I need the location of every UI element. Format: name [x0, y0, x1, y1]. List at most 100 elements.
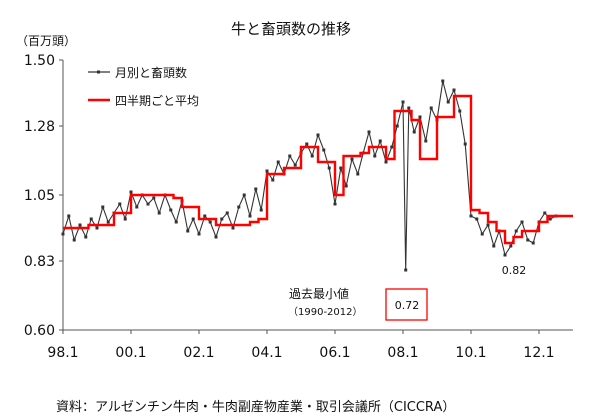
chart-title: 牛と畜頭数の推移 — [231, 20, 351, 38]
data-point-monthly — [424, 139, 428, 143]
data-point-monthly — [384, 160, 388, 164]
data-point-monthly — [231, 226, 235, 230]
data-point-monthly — [276, 160, 280, 164]
data-point-monthly — [305, 142, 309, 146]
data-point-monthly — [356, 172, 360, 176]
data-point-monthly — [84, 235, 88, 239]
data-point-monthly — [475, 217, 479, 221]
data-point-monthly — [367, 130, 371, 134]
source-note: 資料：アルゼンチン牛肉・牛肉副産物産業・取引会議所（CICCRA） — [56, 399, 455, 415]
x-tick-label: 10.1 — [455, 345, 486, 361]
x-tick-label: 06.1 — [319, 345, 350, 361]
data-point-monthly — [95, 226, 99, 230]
data-point-monthly — [492, 244, 496, 248]
data-point-monthly — [61, 232, 65, 236]
data-point-monthly — [208, 220, 212, 224]
legend: 月別と畜頭数 四半期ごと平均 — [88, 65, 199, 108]
data-point-monthly — [339, 166, 343, 170]
data-point-monthly — [220, 217, 224, 221]
x-tick-label: 00.1 — [115, 345, 146, 361]
series-line-monthly — [62, 80, 557, 271]
data-point-monthly — [543, 211, 547, 215]
x-tick-label: 12.1 — [523, 345, 554, 361]
data-point-monthly — [480, 232, 484, 236]
data-point-monthly — [316, 133, 320, 137]
low-value-label: 0.82 — [502, 264, 527, 277]
data-point-monthly — [452, 88, 456, 92]
data-point-monthly — [197, 232, 201, 236]
x-tick-label: 08.1 — [387, 345, 418, 361]
data-point-monthly — [123, 217, 127, 221]
data-point-monthly — [89, 217, 93, 221]
data-point-monthly — [429, 106, 433, 110]
data-point-monthly — [254, 187, 258, 191]
data-point-monthly — [441, 79, 445, 83]
y-axis-unit-label: （百万頭） — [16, 34, 76, 48]
data-point-monthly — [526, 238, 530, 242]
data-point-monthly — [129, 190, 133, 194]
data-point-monthly — [259, 208, 263, 212]
data-point-monthly — [373, 154, 377, 158]
data-point-monthly — [157, 211, 161, 215]
data-point-monthly — [101, 205, 105, 209]
data-point-monthly — [186, 229, 190, 233]
data-point-monthly — [191, 217, 195, 221]
data-point-monthly — [169, 208, 173, 212]
y-tick-label: 0.60 — [24, 323, 55, 339]
data-point-monthly — [67, 214, 71, 218]
data-point-monthly — [135, 205, 139, 209]
min-annotation-title: 過去最小値 — [289, 286, 349, 301]
data-point-monthly — [378, 139, 382, 143]
y-axis: 0.60 0.83 1.05 1.28 1.50 — [24, 53, 63, 339]
data-point-monthly — [514, 229, 518, 233]
data-point-monthly — [520, 220, 524, 224]
series-step-quarterly — [63, 94, 573, 245]
data-point-monthly — [531, 241, 535, 245]
legend-label-quarterly: 四半期ごと平均 — [115, 93, 199, 108]
y-tick-label: 0.83 — [24, 254, 55, 270]
data-point-monthly — [548, 217, 552, 221]
data-point-monthly — [404, 268, 408, 272]
x-tick-label: 04.1 — [251, 345, 282, 361]
data-point-monthly — [288, 154, 292, 158]
data-point-monthly — [418, 115, 422, 119]
y-tick-label: 1.50 — [24, 53, 55, 69]
data-point-monthly — [146, 202, 150, 206]
data-point-monthly — [509, 244, 513, 248]
data-point-monthly — [503, 253, 507, 257]
data-point-monthly — [203, 214, 207, 218]
data-point-monthly — [106, 220, 110, 224]
data-point-monthly — [72, 238, 76, 242]
data-point-monthly — [395, 124, 399, 128]
data-point-monthly — [78, 223, 82, 227]
data-point-monthly — [242, 193, 246, 197]
y-tick-label: 1.05 — [24, 188, 55, 204]
series-layer — [61, 79, 573, 272]
data-point-monthly — [401, 100, 405, 104]
min-annotation-range: （1990-2012） — [288, 306, 363, 318]
data-point-monthly — [293, 163, 297, 167]
data-point-monthly — [344, 184, 348, 188]
data-point-monthly — [407, 106, 411, 110]
data-point-monthly — [458, 109, 462, 113]
annotations: 過去最小値 （1990-2012） 0.72 0.82 — [288, 264, 527, 321]
data-point-monthly — [271, 178, 275, 182]
min-value-box — [385, 288, 428, 321]
x-tick-label: 02.1 — [183, 345, 214, 361]
data-point-monthly — [152, 196, 156, 200]
x-axis: 98.1 00.1 02.1 04.1 06.1 08.1 10.1 12.1 — [47, 330, 555, 361]
data-point-monthly — [322, 148, 326, 152]
legend-marker-monthly — [97, 70, 100, 74]
data-point-monthly — [446, 100, 450, 104]
legend-label-monthly: 月別と畜頭数 — [115, 65, 187, 80]
y-tick-label: 1.28 — [24, 119, 55, 135]
data-point-monthly — [412, 130, 416, 134]
data-point-monthly — [248, 214, 252, 218]
data-point-monthly — [486, 223, 490, 227]
min-value-label: 0.72 — [395, 299, 420, 312]
data-point-monthly — [469, 214, 473, 218]
data-point-monthly — [333, 202, 337, 206]
data-point-monthly — [463, 142, 467, 146]
data-point-monthly — [350, 157, 354, 161]
